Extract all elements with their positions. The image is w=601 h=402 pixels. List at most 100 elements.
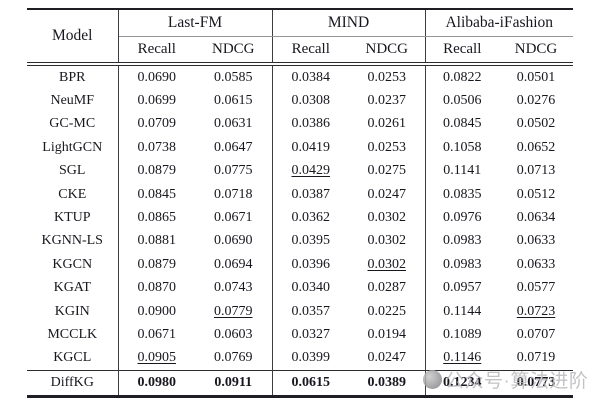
model-name-cell: GC-MC bbox=[27, 112, 119, 137]
value-cell: 0.0865 bbox=[137, 210, 177, 226]
table-row: KTUP 0.0865 0.0671 0.0362 0.0302 0.0976 0.0634 bbox=[27, 206, 573, 230]
value-cell: 0.0671 bbox=[137, 326, 177, 342]
column-header-model: Model bbox=[27, 9, 119, 66]
value-cell: 0.1058 bbox=[443, 139, 482, 155]
model-name-cell: KGIN bbox=[27, 299, 119, 324]
value-cell: 0.0879 bbox=[137, 256, 177, 272]
table-row: KGIN 0.0900 0.0779 0.0357 0.0225 0.1144 0.0723 bbox=[27, 299, 573, 324]
value-cell: 0.0983 bbox=[443, 256, 482, 272]
model-name-cell: CKE bbox=[27, 182, 119, 207]
value-cell: 0.0577 bbox=[516, 280, 556, 296]
value-cell: 0.0671 bbox=[195, 206, 273, 230]
value-cell: 0.0384 bbox=[291, 69, 331, 85]
value-cell: 0.0399 bbox=[291, 350, 331, 366]
value-cell: 0.0773 bbox=[499, 370, 573, 397]
value-cell: 0.1089 bbox=[443, 326, 482, 342]
value-cell: 0.0253 bbox=[349, 136, 426, 160]
value-cell: 0.0389 bbox=[349, 370, 426, 397]
value-cell: 0.0822 bbox=[443, 69, 482, 85]
value-cell: 0.0395 bbox=[291, 233, 331, 249]
value-cell: 0.0690 bbox=[137, 69, 177, 85]
value-cell: 0.0652 bbox=[516, 139, 556, 155]
model-name-cell: KGNN-LS bbox=[27, 229, 119, 254]
column-header-mind-recall: Recall bbox=[272, 36, 349, 66]
model-name-cell: MCCLK bbox=[27, 323, 119, 347]
value-cell: 0.0976 bbox=[443, 210, 482, 226]
value-cell: 0.0396 bbox=[291, 256, 331, 272]
value-cell: 0.0713 bbox=[516, 163, 556, 179]
value-cell: 0.0225 bbox=[349, 299, 426, 324]
value-cell: 0.0585 bbox=[195, 64, 273, 90]
value-cell: 0.0718 bbox=[195, 182, 273, 207]
value-cell: 0.0340 bbox=[291, 280, 331, 296]
value-cell: 0.0845 bbox=[443, 116, 482, 132]
value-cell: 0.0719 bbox=[516, 350, 556, 366]
value-cell: 0.0634 bbox=[516, 210, 556, 226]
value-cell: 0.0633 bbox=[516, 233, 556, 249]
column-header-alibaba-recall: Recall bbox=[425, 36, 499, 66]
table-row: NeuMF 0.0699 0.0615 0.0308 0.0237 0.0506 0.027… bbox=[27, 89, 573, 113]
table-row: LightGCN 0.0738 0.0647 0.0419 0.0253 0.1058 0.… bbox=[27, 136, 573, 160]
model-name-cell: NeuMF bbox=[27, 89, 119, 113]
value-cell: 0.0302 bbox=[349, 253, 426, 277]
column-group-mind: MIND bbox=[272, 9, 426, 37]
value-cell: 0.0327 bbox=[291, 326, 331, 342]
table-row: KGCL 0.0905 0.0769 0.0399 0.0247 0.1146 0.0719 bbox=[27, 346, 573, 371]
value-cell: 0.0690 bbox=[195, 229, 273, 254]
value-cell: 0.0957 bbox=[443, 280, 482, 296]
table-row: KGAT 0.0870 0.0743 0.0340 0.0287 0.0957 0.0577 bbox=[27, 276, 573, 300]
column-header-lastfm-recall: Recall bbox=[118, 36, 195, 66]
value-cell: 0.0512 bbox=[516, 186, 556, 202]
value-cell: 0.0506 bbox=[443, 93, 482, 109]
value-cell: 0.0769 bbox=[195, 346, 273, 371]
value-cell: 0.0302 bbox=[349, 206, 426, 230]
table-header: Model Last-FM MIND Alibaba-iFashion Reca… bbox=[27, 9, 573, 66]
value-cell: 0.1141 bbox=[443, 163, 482, 179]
value-cell: 0.0983 bbox=[443, 233, 482, 249]
table-row-proposed-model: DiffKG 0.0980 0.0911 0.0615 0.0389 0.1234 0.07… bbox=[27, 370, 573, 397]
value-cell: 0.0275 bbox=[349, 159, 426, 183]
value-cell: 0.0615 bbox=[272, 370, 349, 397]
value-cell: 0.0386 bbox=[291, 116, 331, 132]
table-body: BPR 0.0690 0.0585 0.0384 0.0253 0.0822 0.0501 N… bbox=[27, 64, 573, 397]
value-cell: 0.0308 bbox=[291, 93, 331, 109]
value-cell: 0.0615 bbox=[195, 89, 273, 113]
value-cell: 0.0502 bbox=[516, 116, 556, 132]
value-cell: 0.0699 bbox=[137, 93, 177, 109]
column-group-alibaba-ifashion: Alibaba-iFashion bbox=[425, 9, 573, 37]
table-row: GC-MC 0.0709 0.0631 0.0386 0.0261 0.0845 0.050… bbox=[27, 112, 573, 137]
value-cell: 0.0287 bbox=[349, 276, 426, 300]
value-cell: 0.0905 bbox=[137, 350, 177, 366]
value-cell: 0.0879 bbox=[137, 163, 177, 179]
value-cell: 0.0845 bbox=[137, 186, 177, 202]
value-cell: 0.0709 bbox=[137, 116, 177, 132]
value-cell: 0.0631 bbox=[195, 112, 273, 137]
value-cell: 0.0707 bbox=[516, 326, 556, 342]
value-cell: 0.0419 bbox=[291, 139, 331, 155]
value-cell: 0.0247 bbox=[349, 182, 426, 207]
table-row: CKE 0.0845 0.0718 0.0387 0.0247 0.0835 0.0512 bbox=[27, 182, 573, 207]
value-cell: 0.0357 bbox=[291, 303, 331, 319]
value-cell: 0.0429 bbox=[291, 163, 331, 179]
value-cell: 0.1234 bbox=[425, 370, 499, 397]
value-cell: 0.0387 bbox=[291, 186, 331, 202]
model-name-cell: KTUP bbox=[27, 206, 119, 230]
metric-header-row: Recall NDCG Recall NDCG Recall NDCG bbox=[27, 36, 573, 66]
value-cell: 0.0302 bbox=[349, 229, 426, 254]
value-cell: 0.0247 bbox=[349, 346, 426, 371]
value-cell: 0.0775 bbox=[195, 159, 273, 183]
value-cell: 0.0980 bbox=[118, 370, 195, 397]
value-cell: 0.0362 bbox=[291, 210, 331, 226]
value-cell: 0.0237 bbox=[349, 89, 426, 113]
value-cell: 0.0501 bbox=[516, 69, 556, 85]
value-cell: 0.0276 bbox=[516, 93, 556, 109]
table-row: MCCLK 0.0671 0.0603 0.0327 0.0194 0.1089 0.070… bbox=[27, 323, 573, 347]
column-header-mind-ndcg: NDCG bbox=[349, 36, 426, 66]
results-table: Model Last-FM MIND Alibaba-iFashion Reca… bbox=[27, 8, 573, 399]
model-name-cell: KGCL bbox=[27, 346, 119, 371]
table-row: KGCN 0.0879 0.0694 0.0396 0.0302 0.0983 0.0633 bbox=[27, 253, 573, 277]
value-cell: 0.0723 bbox=[516, 303, 556, 319]
value-cell: 0.0647 bbox=[195, 136, 273, 160]
value-cell: 0.0881 bbox=[137, 233, 177, 249]
